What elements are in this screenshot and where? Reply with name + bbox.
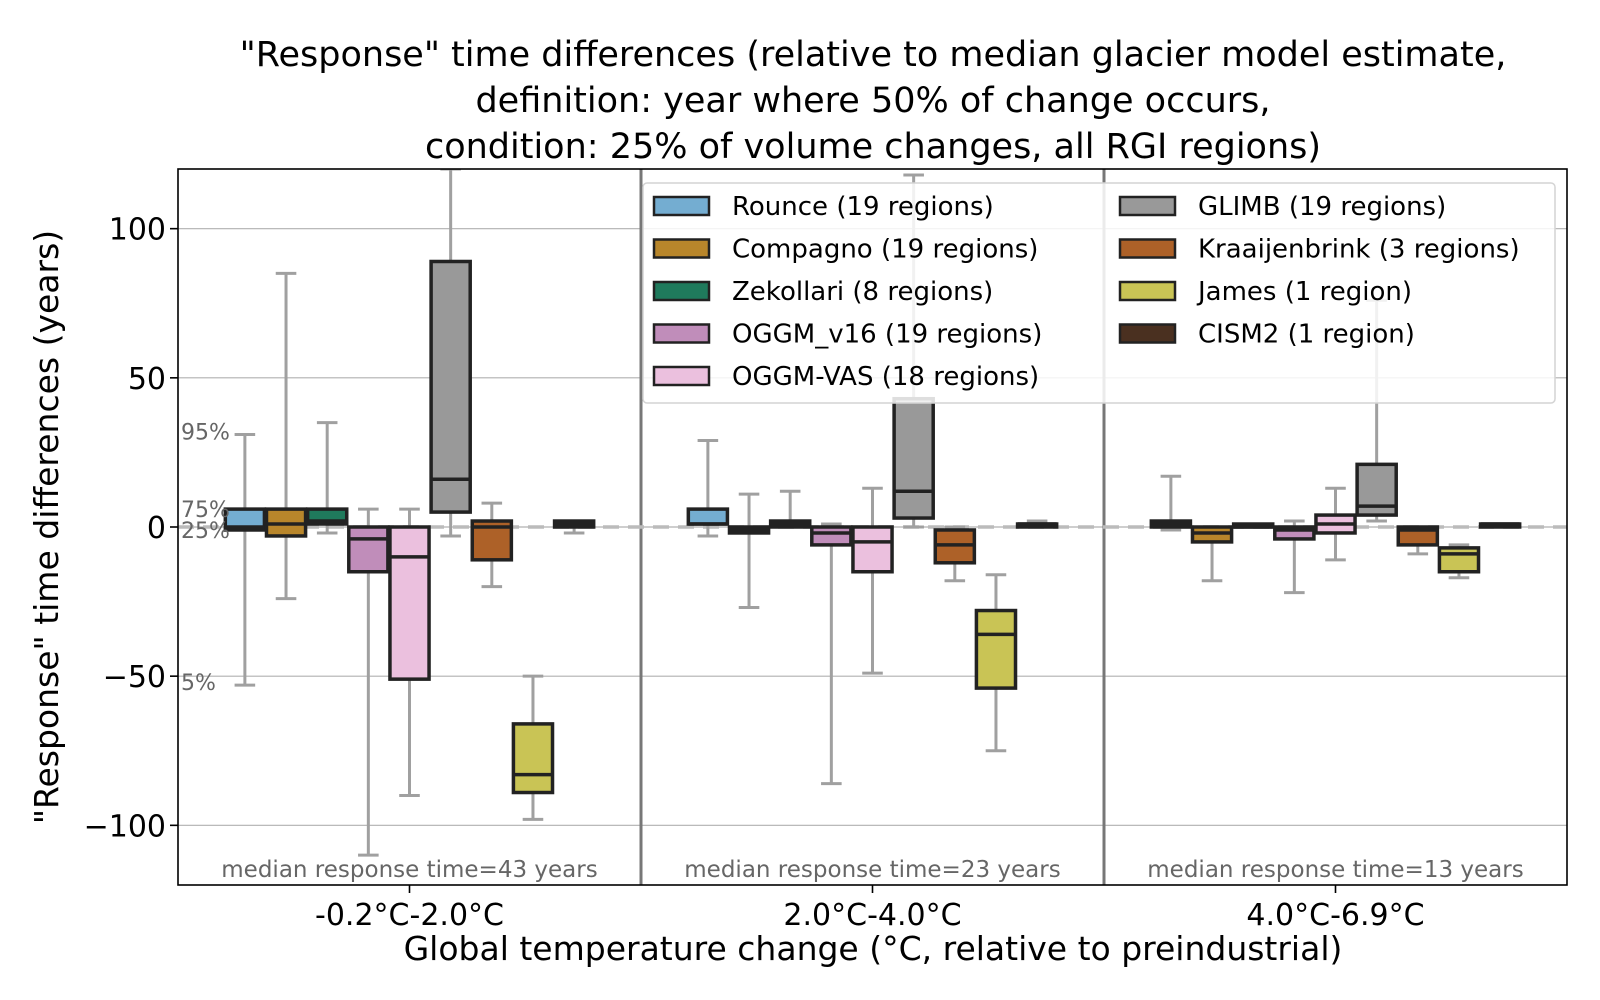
legend-frame	[642, 182, 1556, 404]
boxplots	[223, 169, 1522, 857]
box-oggm-vas-1	[388, 507, 431, 797]
chart-title-line-3: condition: 25% of volume changes, all RG…	[425, 127, 1321, 167]
box-iqr	[974, 608, 1018, 690]
box-kraaijenbrink-3	[1396, 525, 1440, 556]
chart-title-line-1: "Response" time differences (relative to…	[240, 35, 1507, 75]
box-oggm-vas-3	[1314, 486, 1357, 562]
legend-label: Rounce (19 regions)	[732, 192, 994, 222]
y-tick-label: 50	[128, 362, 166, 397]
legend-label: Kraaijenbrink (3 regions)	[1198, 235, 1520, 265]
box-rounce-1	[223, 433, 267, 687]
box-iqr	[388, 525, 431, 681]
percentile-labels: 95% 75%25% 5%	[181, 421, 230, 697]
legend-swatch	[1118, 323, 1177, 344]
box-oggm-vas-2	[851, 486, 894, 675]
y-tick-label: 0	[147, 511, 166, 546]
box-iqr	[851, 525, 894, 574]
median-note: median response time=43 years	[221, 857, 597, 883]
legend-label: James (1 region)	[1196, 277, 1412, 307]
y-axis-ticks: 100 50 0 −50 −100	[84, 213, 178, 844]
box-cism2-3	[1478, 522, 1522, 529]
median-note: median response time=23 years	[684, 857, 1060, 883]
box-zekollari-3	[1231, 522, 1275, 529]
legend-label: GLIMB (19 regions)	[1198, 192, 1446, 222]
box-iqr	[892, 396, 935, 520]
box-james-3	[1437, 543, 1481, 580]
legend-swatch	[1118, 280, 1177, 302]
percentile-label: 95%	[181, 421, 230, 446]
box-kraaijenbrink-1	[470, 501, 514, 589]
legend-swatch	[1118, 238, 1177, 259]
legend-label: CISM2 (1 region)	[1198, 320, 1415, 350]
x-category-label: 4.0°C-6.9°C	[1246, 898, 1424, 933]
box-iqr	[810, 525, 853, 547]
legend-swatch	[652, 365, 711, 387]
legend-label: Compagno (19 regions)	[732, 235, 1038, 265]
legend-swatch	[652, 195, 711, 217]
legend-swatch	[652, 323, 711, 344]
percentile-label: 25%	[181, 519, 230, 544]
box-iqr	[686, 507, 730, 526]
legend-label: OGGM-VAS (18 regions)	[732, 362, 1039, 392]
box-iqr	[223, 507, 267, 532]
x-category-labels: -0.2°C-2.0°C 2.0°C-4.0°C 4.0°C-6.9°C	[315, 885, 1425, 933]
x-category-label: -0.2°C-2.0°C	[315, 898, 504, 933]
box-zekollari-1	[305, 421, 349, 535]
legend-swatch	[652, 238, 711, 259]
box-kraaijenbrink-2	[933, 525, 977, 583]
box-compagno-3	[1190, 525, 1234, 583]
box-james-2	[974, 573, 1018, 753]
box-iqr	[347, 525, 390, 574]
chart-title-line-2: definition: year where 50% of change occ…	[475, 81, 1270, 121]
box-james-1	[511, 674, 555, 821]
legend-swatch	[1118, 195, 1177, 217]
y-axis-label: "Response" time differences (years)	[27, 230, 66, 824]
legend-swatch	[652, 280, 711, 302]
box-oggm_v16-1	[347, 507, 390, 857]
box-rounce-3	[1149, 474, 1193, 532]
box-oggm_v16-2	[810, 522, 853, 786]
box-iqr	[1273, 525, 1316, 541]
x-category-label: 2.0°C-4.0°C	[783, 898, 961, 933]
box-iqr	[1437, 546, 1481, 574]
legend-label: OGGM_v16 (19 regions)	[732, 320, 1042, 350]
legend: Rounce (19 regions) Compagno (19 regions)…	[642, 182, 1556, 404]
box-iqr	[429, 259, 472, 514]
box-oggm_v16-3	[1273, 519, 1316, 595]
box-iqr	[511, 722, 555, 795]
y-tick-label: 100	[109, 213, 166, 248]
y-tick-label: −50	[103, 660, 166, 695]
box-compagno-1	[264, 271, 308, 601]
median-notes: median response time=43 years median resp…	[221, 857, 1523, 883]
x-axis-label: Global temperature change (°C, relative …	[404, 929, 1343, 968]
percentile-label: 5%	[181, 671, 216, 696]
box-rounce-2	[686, 438, 730, 538]
box-cism2-1	[552, 519, 596, 535]
y-tick-label: −100	[84, 809, 166, 844]
legend-label: Zekollari (8 regions)	[732, 277, 993, 307]
percentile-label: 75%	[181, 498, 230, 523]
box-compagno-2	[727, 492, 771, 610]
median-note: median response time=13 years	[1147, 857, 1523, 883]
box-zekollari-2	[768, 489, 812, 529]
box-cism2-2	[1015, 519, 1059, 529]
box-glimb-1	[429, 169, 472, 538]
